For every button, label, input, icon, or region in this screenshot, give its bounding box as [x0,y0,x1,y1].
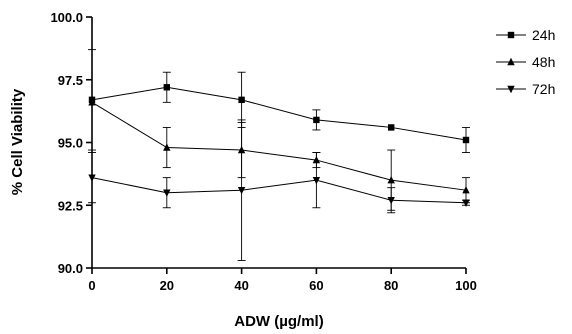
legend-label: 24h [532,27,555,43]
data-point-72h [237,186,246,195]
series-24h [88,49,470,153]
legend-label: 48h [532,54,555,70]
data-point-24h [388,124,395,131]
x-axis-title: ADW (µg/ml) [234,313,323,330]
x-tick-label: 80 [384,278,398,293]
data-point-24h [313,116,320,124]
y-tick-label: 100.0 [50,10,83,25]
y-tick-label: 95.0 [58,136,83,151]
y-tick-label: 97.5 [58,73,83,88]
x-tick-label: 20 [160,278,174,293]
data-point-72h [312,176,321,185]
y-ticks: 90.0 92.5 95.0 97.5 100.0 [50,10,92,276]
data-point-24h [462,136,470,144]
x-tick-label: 100 [455,278,477,293]
x-tick-label: 0 [88,278,95,293]
x-ticks: 0 20 40 60 80 100 [88,268,477,293]
legend-item-24h: 24h [496,27,555,43]
legend-marker [507,85,515,94]
axes [91,17,466,269]
series-layer [88,49,470,261]
data-point-48h [387,175,395,184]
y-tick-label: 92.5 [58,198,83,213]
x-tick-label: 60 [309,278,323,293]
series-line-48h [91,101,467,191]
data-point-48h [462,185,470,194]
data-point-72h [387,197,395,205]
legend: 24h 48h 72h [496,27,555,97]
legend-label: 72h [532,81,555,97]
data-point-24h [163,84,170,91]
legend-marker [507,31,515,39]
data-point-48h [88,98,96,106]
series-72h [88,119,470,261]
x-tick-label: 40 [234,278,248,293]
y-tick-label: 90.0 [58,261,83,276]
series-48h [88,98,470,211]
series-line-24h [91,86,467,141]
data-point-72h [163,189,171,197]
data-point-72h [88,174,96,182]
series-line-72h [91,177,467,204]
legend-marker [507,57,515,66]
legend-item-72h: 72h [496,81,555,97]
legend-item-48h: 48h [496,54,555,70]
data-point-48h [163,143,171,151]
y-axis-title: % Cell Viability [9,88,26,195]
data-point-24h [238,96,245,104]
data-point-72h [462,199,470,207]
